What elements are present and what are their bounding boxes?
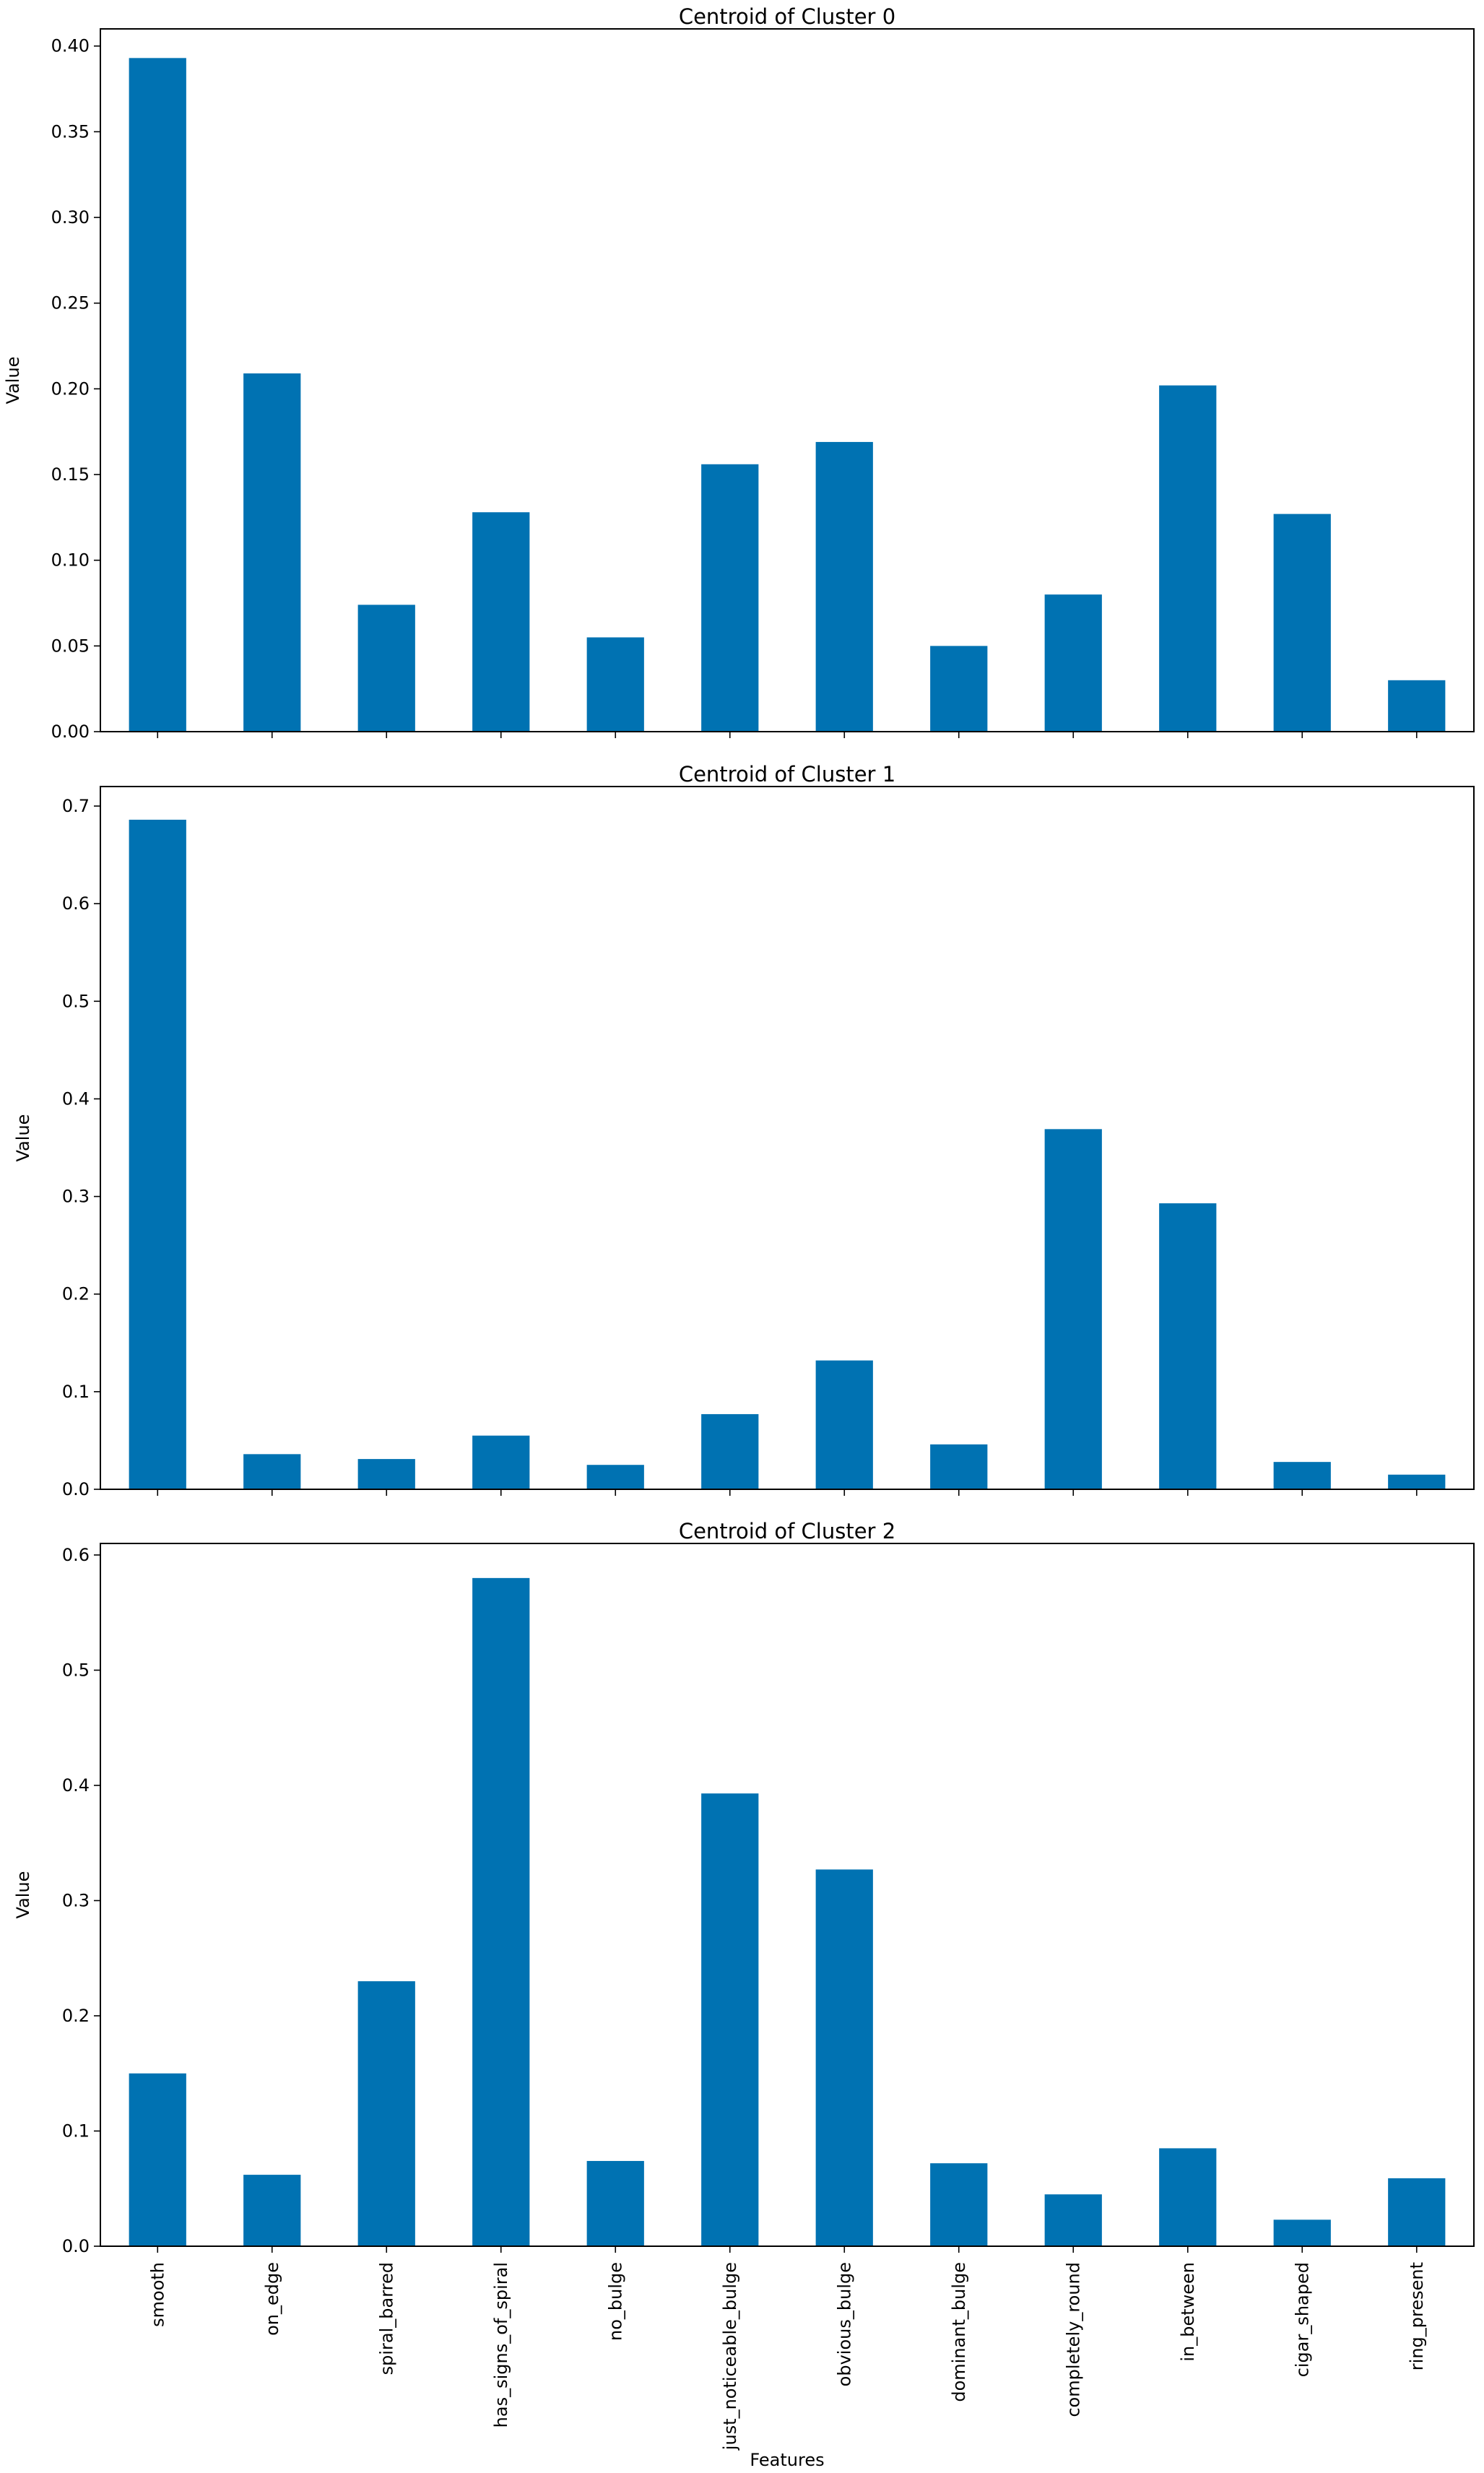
bar-has-signs-of-spiral [472, 1577, 530, 2246]
bar-cigar-shaped [1273, 2219, 1331, 2246]
y-tick-label: 0.2 [62, 1284, 90, 1304]
bar-ring-present [1388, 680, 1446, 732]
bar-has-signs-of-spiral [472, 512, 530, 732]
bar-smooth [129, 819, 186, 1489]
x-tick-label: has_signs_of_spiral [491, 2262, 511, 2427]
plot-frame [100, 1543, 1475, 2247]
y-tick-label: 0.0 [62, 1479, 90, 1499]
plot-frame [100, 28, 1475, 732]
x-tick-label: obvious_bulge [834, 2262, 854, 2386]
bar-spiral-barred [357, 1459, 415, 1489]
x-tick-label: just_noticeable_bulge [720, 2262, 740, 2451]
y-tick-label: 0.15 [51, 464, 90, 485]
y-tick-label: 0.25 [51, 293, 90, 313]
y-tick-label: 0.30 [51, 207, 90, 228]
bar-obvious-bulge [815, 1360, 873, 1489]
y-tick-label: 0.1 [62, 2121, 90, 2141]
bar-just-noticeable-bulge [701, 1793, 759, 2246]
y-tick-label: 0.05 [51, 636, 90, 656]
bar-on-edge [243, 1454, 301, 1489]
bar-dominant-bulge [930, 2163, 988, 2246]
bar-spiral-barred [357, 1981, 415, 2246]
y-tick-label: 0.4 [62, 1775, 90, 1796]
y-tick-label: 0.6 [62, 1545, 90, 1565]
bar-just-noticeable-bulge [701, 464, 759, 732]
bar-no-bulge [586, 2160, 644, 2246]
x-tick-label: completely_round [1063, 2262, 1083, 2417]
bar-completely-round [1044, 2194, 1102, 2246]
bar-ring-present [1388, 1474, 1446, 1489]
y-tick-label: 0.3 [62, 1890, 90, 1910]
y-tick-label: 0.00 [51, 722, 90, 742]
x-tick-label: in_between [1178, 2262, 1198, 2362]
y-axis-label: Value [13, 1114, 33, 1162]
plot-frame [100, 786, 1475, 1490]
x-tick-label: spiral_barred [376, 2262, 396, 2375]
x-tick-label: cigar_shaped [1292, 2262, 1312, 2377]
x-tick-label: smooth [147, 2262, 168, 2327]
chart-title: Centroid of Cluster 1 [679, 762, 895, 787]
y-tick-label: 0.6 [62, 893, 90, 914]
bar-on-edge [243, 2175, 301, 2246]
bar-smooth [129, 2073, 186, 2246]
bar-has-signs-of-spiral [472, 1435, 530, 1489]
y-tick-label: 0.40 [51, 36, 90, 56]
bar-no-bulge [586, 1465, 644, 1489]
bar-smooth [129, 58, 186, 732]
bar-obvious-bulge [815, 441, 873, 732]
bar-ring-present [1388, 2178, 1446, 2246]
bar-on-edge [243, 373, 301, 732]
x-tick-label: on_edge [262, 2262, 282, 2336]
chart-title: Centroid of Cluster 0 [679, 4, 895, 29]
y-tick-label: 0.35 [51, 121, 90, 142]
bar-cigar-shaped [1273, 514, 1331, 732]
y-tick-label: 0.3 [62, 1187, 90, 1207]
y-tick-label: 0.4 [62, 1088, 90, 1109]
y-tick-label: 0.5 [62, 991, 90, 1011]
y-tick-label: 0.0 [62, 2236, 90, 2256]
x-axis-label: Features [750, 2450, 824, 2470]
y-tick-label: 0.5 [62, 1660, 90, 1680]
bar-dominant-bulge [930, 646, 988, 732]
chart-title: Centroid of Cluster 2 [679, 1519, 895, 1543]
y-tick-label: 0.20 [51, 378, 90, 399]
bar-cigar-shaped [1273, 1462, 1331, 1489]
y-tick-label: 0.1 [62, 1382, 90, 1402]
chart-1: Centroid of Cluster 1 Value 0.0 0.1 0.2 0.3 0.… [13, 762, 1475, 1499]
x-tick-label: no_bulge [605, 2262, 625, 2341]
chart-0: Centroid of Cluster 0 Value 0.00 0.05 0.10 0.… [3, 4, 1475, 742]
y-axis-label: Value [13, 1871, 33, 1919]
bar-in-between [1159, 2148, 1217, 2246]
y-tick-label: 0.10 [51, 550, 90, 571]
x-tick-label: dominant_bulge [949, 2262, 969, 2402]
bar-just-noticeable-bulge [701, 1413, 759, 1489]
bar-spiral-barred [357, 605, 415, 732]
bar-no-bulge [586, 637, 644, 732]
chart-2: Centroid of Cluster 2 Value 0.0 0.1 0.2 0.3 0.… [13, 1519, 1475, 2470]
bar-dominant-bulge [930, 1444, 988, 1489]
y-tick-label: 0.2 [62, 2006, 90, 2026]
bar-in-between [1159, 385, 1217, 732]
bar-in-between [1159, 1203, 1217, 1489]
y-tick-label: 0.7 [62, 796, 90, 816]
x-tick-label: ring_present [1407, 2262, 1427, 2370]
bar-completely-round [1044, 1129, 1102, 1489]
bar-completely-round [1044, 594, 1102, 732]
bar-obvious-bulge [815, 1869, 873, 2246]
y-axis-label: Value [3, 357, 23, 404]
